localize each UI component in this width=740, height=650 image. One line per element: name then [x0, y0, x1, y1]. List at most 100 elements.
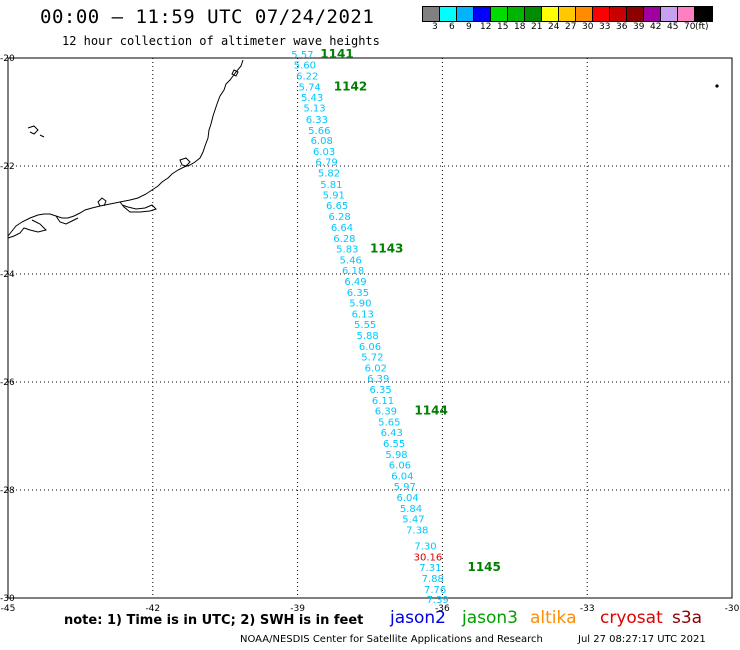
map-title: 00:00 – 11:59 UTC 07/24/2021 [40, 6, 375, 28]
y-tick-label: -24 [0, 270, 15, 280]
x-tick-label: -30 [725, 604, 740, 614]
x-tick-label: -36 [435, 604, 450, 614]
satellite-legend-jason3: jason3 [462, 608, 518, 628]
wave-reading: 6.55 [383, 439, 405, 450]
wave-reading: 5.55 [354, 320, 376, 331]
legend-label: 15 [497, 22, 509, 32]
legend-label: 39 [633, 22, 645, 32]
x-tick-label: -39 [290, 604, 305, 614]
pass-labels: 1141 1142 1143 1144 1145 [320, 47, 501, 574]
wave-reading: 6.64 [331, 223, 353, 234]
wave-reading: 5.98 [385, 450, 407, 461]
wave-reading: 7.31 [419, 563, 441, 574]
wave-reading: 5.46 [340, 255, 362, 266]
legend-swatch [423, 7, 440, 21]
legend-swatch [661, 7, 678, 21]
y-tick-label: -30 [0, 594, 15, 604]
wave-reading: 6.02 [365, 363, 387, 374]
island [179, 157, 191, 167]
legend-swatch [457, 7, 474, 21]
wave-reading: 6.28 [328, 212, 350, 223]
wave-reading: 6.04 [391, 471, 413, 482]
wave-reading: 5.90 [349, 299, 371, 310]
legend-label: 9 [466, 22, 472, 32]
pass-number-label: 1144 [414, 404, 447, 418]
wave-reading: 7.88 [422, 574, 444, 585]
legend-label: 70 [684, 22, 696, 32]
wave-reading: 5.57 [291, 50, 313, 61]
wave-reading: 5.84 [400, 504, 422, 515]
wave-reading: 5.60 [294, 60, 316, 71]
x-tick-label: -42 [145, 604, 160, 614]
satellite-legend-s3a: s3a [672, 608, 703, 628]
pass-number-label: 1145 [467, 560, 500, 574]
legend-swatch [678, 7, 695, 21]
wave-reading: 6.13 [352, 309, 374, 320]
wave-reading: 6.33 [306, 115, 328, 126]
coastline [7, 59, 719, 239]
wave-reading: 6.39 [375, 407, 397, 418]
legend-swatch [474, 7, 491, 21]
coastline-inlet [7, 219, 47, 239]
legend-swatch [593, 7, 610, 21]
legend-label: 36 [616, 22, 628, 32]
wave-reading: 7.38 [406, 525, 428, 536]
axis-ticks: -45 -42 -39 -36 -33 -30 -20 -22 -24 -26 -28 -30 [0, 54, 740, 614]
wave-reading: 5.43 [301, 93, 323, 104]
y-tick-label: -22 [0, 162, 15, 172]
coastline-bay [97, 197, 157, 213]
satellite-legend-cryosat: cryosat [600, 608, 663, 628]
wave-reading: 7.39 [426, 595, 448, 606]
legend-swatch [508, 7, 525, 21]
wave-reading: 6.08 [311, 136, 333, 147]
legend-label: (ft) [695, 22, 709, 32]
wave-reading: 6.06 [389, 461, 411, 472]
legend-label: 12 [480, 22, 492, 32]
island-dot [715, 84, 719, 88]
wave-reading: 6.22 [296, 71, 318, 82]
wave-reading: 5.66 [308, 126, 330, 137]
legend-label: 27 [565, 22, 577, 32]
wave-reading: 5.83 [336, 245, 358, 256]
wave-reading: 6.18 [342, 266, 364, 277]
satellite-legend-jason2: jason2 [390, 608, 446, 628]
color-scale-legend [422, 6, 713, 22]
legend-label: 33 [599, 22, 611, 32]
x-tick-label: -45 [1, 604, 16, 614]
legend-label: 6 [449, 22, 455, 32]
legend-swatch [695, 7, 712, 21]
coastline-top-islet [231, 69, 239, 77]
wave-reading: 5.91 [323, 191, 345, 202]
wave-reading: 6.28 [333, 234, 355, 245]
legend-swatch [491, 7, 508, 21]
legend-swatch [525, 7, 542, 21]
generated-timestamp: Jul 27 08:27:17 UTC 2021 [578, 634, 706, 645]
legend-label: 21 [531, 22, 543, 32]
graticule [8, 58, 732, 598]
legend-swatch [610, 7, 627, 21]
legend-swatch [644, 7, 661, 21]
legend-swatch [542, 7, 559, 21]
map-frame [7, 57, 733, 599]
pass-number-label: 1142 [334, 80, 367, 94]
wave-reading: 6.79 [315, 158, 337, 169]
legend-label: 18 [514, 22, 526, 32]
legend-swatch [627, 7, 644, 21]
wave-reading: 6.39 [367, 374, 389, 385]
map-subtitle: 12 hour collection of altimeter wave hei… [62, 34, 380, 48]
wave-reading: 6.49 [344, 277, 366, 288]
wave-reading-outlier: 30.16 [414, 552, 443, 563]
wave-reading: 7.30 [414, 542, 436, 553]
legend-swatch [576, 7, 593, 21]
wave-reading: 7.76 [424, 585, 446, 596]
x-tick-label: -33 [580, 604, 595, 614]
wave-readings: 5.575.606.225.745.435.136.335.666.086.03… [291, 50, 448, 606]
legend-label: 3 [432, 22, 438, 32]
wave-reading: 5.65 [378, 417, 400, 428]
legend-label: 42 [650, 22, 662, 32]
legend-swatch [559, 7, 576, 21]
wave-reading: 5.82 [318, 168, 340, 179]
pass-number-label: 1143 [370, 242, 403, 256]
pass-number-label: 1141 [320, 47, 353, 61]
